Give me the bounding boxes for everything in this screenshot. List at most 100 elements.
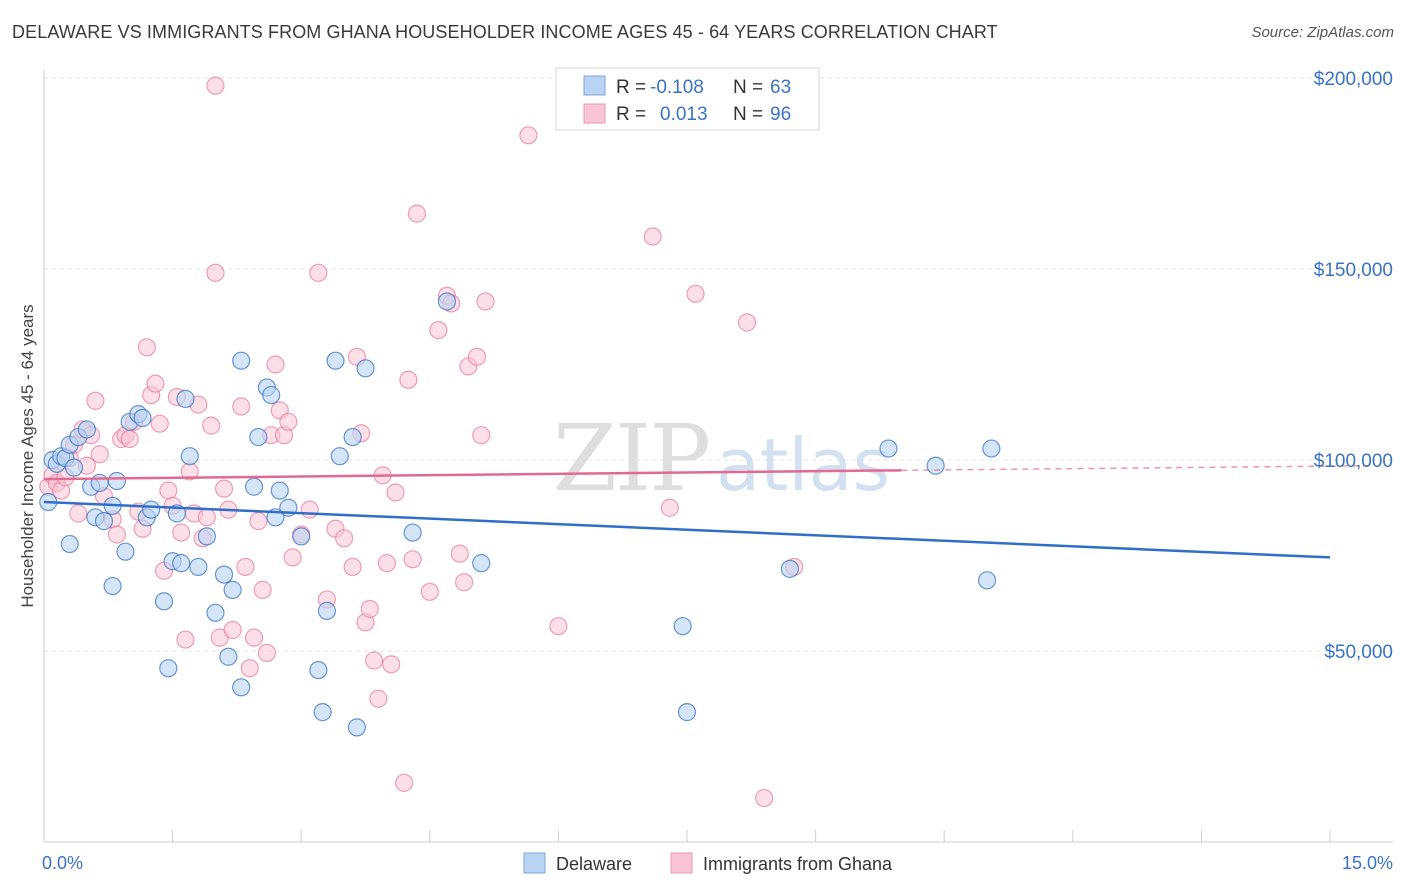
delaware-point — [232, 351, 251, 370]
ghana-point — [309, 263, 328, 282]
delaware-point — [189, 557, 208, 577]
ghana-point — [403, 550, 422, 569]
ghana-point — [202, 416, 221, 435]
y-tick-label: $100,000 — [1314, 451, 1393, 472]
ghana-trend-line — [43, 469, 902, 481]
ghana-point — [279, 412, 298, 431]
ghana-point — [467, 347, 487, 366]
delaware-point — [926, 456, 945, 475]
delaware-point — [90, 473, 109, 493]
legend-ghana-swatch — [583, 103, 606, 124]
delaware-point — [159, 659, 178, 678]
delaware-point — [232, 678, 251, 697]
ghana-point — [206, 263, 225, 282]
delaware-point — [60, 534, 79, 554]
delaware-point — [172, 554, 191, 573]
ghana-point — [386, 483, 405, 502]
ghana-point — [253, 580, 272, 599]
delaware-point — [223, 580, 242, 599]
y-tick-labels: $50,000 $100,000 $150,000 $200,000 — [1314, 69, 1393, 663]
watermark-zip: ZIP — [553, 405, 709, 512]
ghana-point — [660, 498, 679, 517]
bottom-legend-ghana-label: Immigrants from Ghana — [703, 854, 893, 874]
ghana-point — [197, 508, 216, 527]
delaware-point — [343, 427, 362, 447]
trend-lines — [43, 464, 1373, 559]
delaware-point — [180, 447, 199, 466]
delaware-point — [154, 592, 174, 611]
legend-ghana-n-value: 96 — [770, 104, 791, 125]
delaware-point — [403, 523, 422, 542]
ghana-point — [643, 227, 662, 246]
legend-delaware-swatch — [583, 75, 606, 96]
ghana-point — [737, 313, 757, 332]
ghana-point — [172, 523, 191, 542]
delaware-point — [214, 565, 234, 584]
ghana-point — [244, 628, 264, 647]
ghana-point — [120, 429, 139, 449]
ghana-point — [686, 284, 705, 303]
delaware-point — [292, 527, 311, 546]
ghana-point — [334, 529, 354, 548]
ghana-point — [86, 391, 105, 410]
delaware-point — [94, 512, 114, 531]
delaware-point — [356, 359, 375, 378]
ghana-point — [450, 544, 469, 563]
delaware-point — [262, 385, 281, 405]
legend-ghana-r-value: 0.013 — [660, 104, 708, 125]
bottom-legend-delaware-swatch — [523, 852, 546, 874]
legend-delaware-r-value: -0.108 — [650, 77, 704, 98]
delaware-point — [244, 477, 264, 496]
ghana-point — [150, 414, 169, 433]
y-tick-label: $200,000 — [1314, 69, 1393, 90]
delaware-point — [330, 447, 349, 466]
ghana-point — [232, 397, 251, 416]
axes — [43, 70, 1393, 843]
delaware-point — [103, 576, 122, 596]
delaware-trend-line — [43, 500, 1331, 559]
ghana-point — [240, 659, 259, 678]
legend-ghana-n-label: N = — [733, 104, 763, 125]
ghana-point — [429, 321, 448, 340]
ghana-point — [382, 655, 401, 674]
delaware-point — [197, 527, 216, 546]
y-tick-label: $150,000 — [1314, 260, 1393, 281]
delaware-point — [309, 660, 328, 680]
delaware-point — [77, 420, 96, 439]
delaware-point — [317, 601, 337, 620]
bottom-legend: Delaware Immigrants from Ghana — [523, 852, 893, 874]
legend-delaware-n-value: 63 — [770, 77, 791, 98]
ghana-point — [223, 620, 242, 640]
delaware-point — [176, 389, 195, 408]
ghana-point — [343, 557, 362, 577]
delaware-point — [780, 559, 799, 578]
ghana-point — [394, 773, 414, 792]
delaware-point — [673, 617, 692, 636]
delaware-point — [437, 292, 457, 311]
source-label: Source: ZipAtlas.com — [1251, 24, 1394, 41]
legend-box: R = -0.108 N = 63 R = 0.013 N = 96 — [555, 67, 820, 131]
watermark: ZIP atlas — [553, 405, 890, 512]
ghana-point — [472, 426, 491, 445]
delaware-point — [249, 427, 268, 447]
ghana-point — [137, 338, 156, 357]
ghana-point — [283, 548, 302, 567]
ghana-point — [364, 651, 384, 670]
ghana-point — [257, 643, 277, 663]
ghana-point — [369, 689, 388, 708]
delaware-point — [116, 542, 135, 561]
ghana-point — [266, 355, 285, 374]
delaware-point — [107, 471, 126, 491]
ghana-point — [420, 582, 439, 601]
ghana-point — [519, 126, 538, 145]
ghana-point — [454, 573, 474, 592]
ghana-point — [69, 504, 88, 523]
ghana-point — [476, 292, 495, 311]
bottom-legend-delaware-label: Delaware — [556, 854, 632, 874]
legend-delaware-r-label: R = — [616, 77, 646, 98]
ghana-trend-extension — [901, 464, 1373, 472]
delaware-point — [142, 500, 161, 519]
ghana-point — [236, 557, 255, 577]
chart-title: DELAWARE VS IMMIGRANTS FROM GHANA HOUSEH… — [12, 22, 998, 42]
